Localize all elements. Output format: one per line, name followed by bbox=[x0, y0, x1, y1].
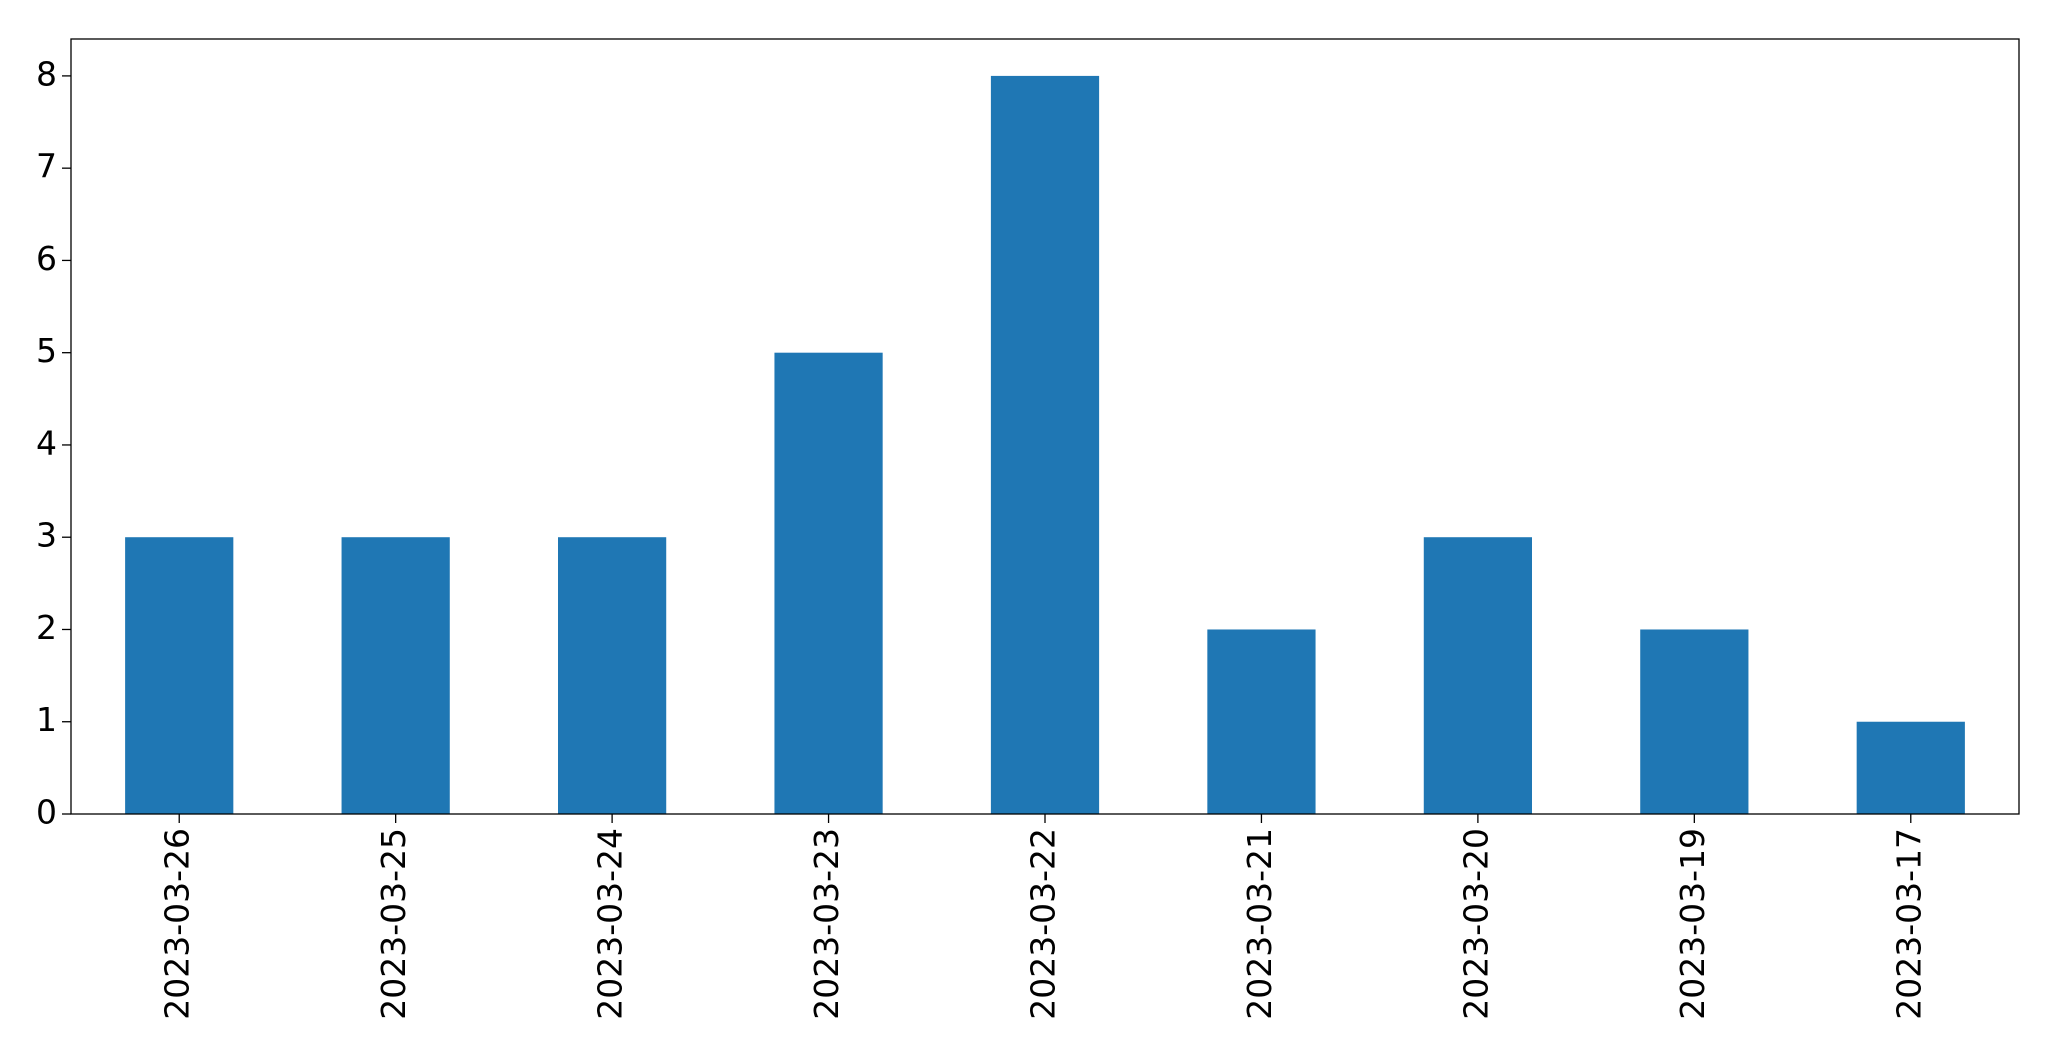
x-tick-label: 2023-03-26 bbox=[158, 828, 197, 1020]
x-tick-label: 2023-03-20 bbox=[1456, 828, 1495, 1020]
y-tick-label: 8 bbox=[36, 54, 57, 93]
bar bbox=[125, 537, 234, 814]
y-tick-label: 1 bbox=[36, 700, 57, 739]
y-tick-label: 5 bbox=[36, 331, 57, 370]
axes-frame bbox=[70, 38, 2020, 815]
bar bbox=[774, 352, 883, 814]
x-tick-label: 2023-03-22 bbox=[1024, 828, 1063, 1020]
x-tick-label: 2023-03-23 bbox=[807, 828, 846, 1020]
bar bbox=[1207, 629, 1316, 814]
x-tick-label: 2023-03-21 bbox=[1240, 828, 1279, 1020]
bar bbox=[558, 537, 667, 814]
y-tick-label: 6 bbox=[36, 239, 57, 278]
x-tick-label: 2023-03-25 bbox=[374, 828, 413, 1020]
y-tick-label: 7 bbox=[36, 147, 57, 186]
bar bbox=[990, 75, 1100, 814]
y-tick-label: 0 bbox=[36, 793, 57, 832]
x-tick-label: 2023-03-17 bbox=[1889, 828, 1928, 1020]
bar bbox=[1640, 629, 1749, 814]
x-tick-label: 2023-03-24 bbox=[591, 828, 630, 1020]
bar bbox=[1856, 721, 1965, 814]
y-tick-label: 2 bbox=[36, 608, 57, 647]
y-tick-label: 3 bbox=[36, 516, 57, 555]
bar bbox=[1423, 537, 1532, 814]
y-tick-label: 4 bbox=[36, 423, 57, 462]
x-tick-label: 2023-03-19 bbox=[1673, 828, 1712, 1020]
bar bbox=[341, 537, 450, 814]
